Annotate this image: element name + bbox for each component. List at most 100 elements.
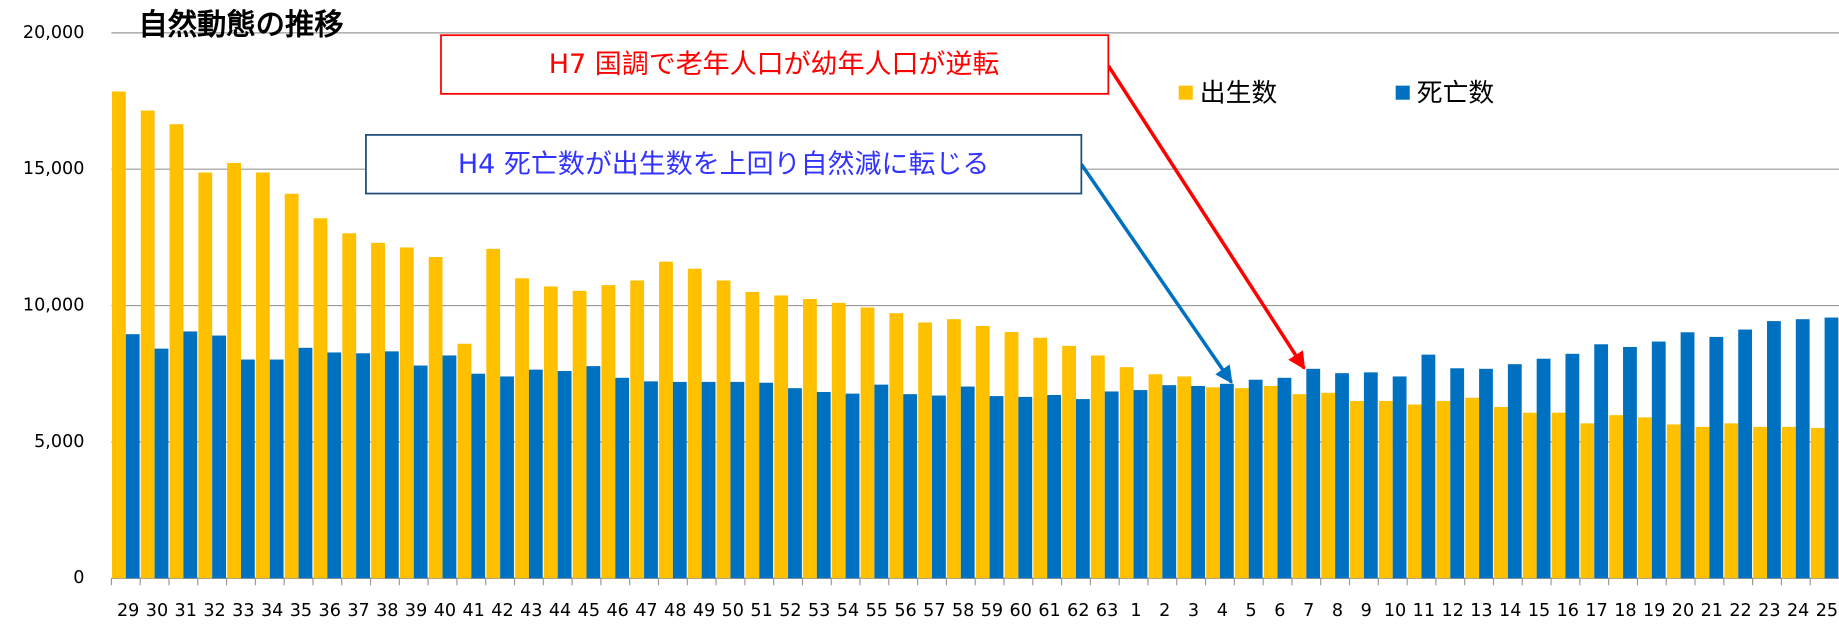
- y-tick-label: 15,000: [23, 159, 85, 179]
- bar: [1104, 391, 1119, 579]
- bar: [1753, 426, 1768, 579]
- bars: [112, 91, 1839, 579]
- bar: [1047, 394, 1062, 579]
- bar: [1738, 329, 1753, 579]
- bar: [1263, 385, 1278, 579]
- bar: [1551, 412, 1566, 579]
- chart-title: 自然動態の推移: [138, 7, 343, 41]
- bar: [471, 373, 486, 579]
- bar: [1680, 332, 1695, 579]
- bar: [428, 257, 443, 579]
- x-tick-label: 4: [1217, 601, 1228, 621]
- bar: [960, 386, 975, 579]
- bar: [1479, 368, 1493, 579]
- bar: [687, 268, 702, 579]
- bar: [989, 396, 1004, 579]
- annotation: H4 死亡数が出生数を上回り自然減に転じる: [458, 149, 989, 180]
- bar: [1450, 368, 1465, 579]
- x-tick-label: 21: [1701, 601, 1723, 621]
- x-tick-label: 44: [549, 601, 571, 621]
- x-tick-label: 23: [1758, 601, 1780, 621]
- bar: [399, 247, 414, 579]
- x-tick-label: 53: [808, 601, 830, 621]
- x-tick-label: 34: [261, 601, 283, 621]
- x-tick-label: 47: [635, 601, 657, 621]
- x-tick-label: 59: [981, 601, 1003, 621]
- x-tick-label: 14: [1499, 601, 1521, 621]
- bar: [1824, 317, 1839, 579]
- bar: [1292, 394, 1307, 579]
- x-tick-label: 45: [578, 601, 600, 621]
- bar: [1651, 341, 1666, 579]
- arrow: [1079, 163, 1233, 384]
- y-tick-label: 10,000: [23, 296, 85, 316]
- arrow: [1106, 64, 1306, 370]
- bar: [586, 366, 601, 579]
- bar: [932, 395, 946, 579]
- bar: [1609, 415, 1624, 579]
- bar: [557, 370, 572, 579]
- x-tick-label: 15: [1528, 601, 1550, 621]
- bar: [371, 242, 385, 579]
- bar: [845, 393, 860, 579]
- bar: [1782, 426, 1796, 579]
- y-tick-label: 0: [73, 568, 84, 588]
- bar: [413, 365, 428, 579]
- x-tick-label: 6: [1274, 601, 1285, 621]
- legend-label: 出生数: [1200, 78, 1278, 108]
- legend-swatch: [1395, 85, 1410, 100]
- bar: [1494, 406, 1508, 579]
- bar: [716, 280, 731, 579]
- bar: [1335, 373, 1349, 579]
- bar: [831, 302, 846, 579]
- bar: [874, 384, 889, 579]
- x-tick-label: 7: [1303, 601, 1314, 621]
- bar: [659, 261, 673, 579]
- bar: [1536, 358, 1551, 579]
- bar: [1421, 354, 1436, 579]
- x-tick-label: 29: [117, 601, 139, 621]
- bar: [1162, 385, 1177, 579]
- bar: [500, 376, 514, 579]
- x-tick-label: 36: [319, 601, 341, 621]
- annotation: H7 国調で老年人口が幼年人口が逆転: [549, 49, 1000, 80]
- bar: [240, 359, 255, 579]
- bar: [327, 352, 342, 579]
- x-tick-label: 60: [1010, 601, 1032, 621]
- x-tick-label: 62: [1067, 601, 1089, 621]
- bar: [1378, 400, 1393, 579]
- bar: [384, 351, 399, 579]
- bar: [227, 162, 241, 579]
- bar: [1321, 392, 1336, 579]
- x-tick-label: 61: [1038, 601, 1060, 621]
- bar: [918, 322, 933, 579]
- bar: [816, 391, 831, 579]
- x-tick-label: 24: [1787, 601, 1809, 621]
- bar: [1522, 412, 1537, 579]
- bar: [212, 335, 227, 579]
- x-tick-label: 57: [923, 601, 945, 621]
- x-tick-label: 56: [894, 601, 916, 621]
- x-tick-label: 11: [1413, 601, 1435, 621]
- bar: [1392, 376, 1407, 579]
- bar: [342, 233, 357, 579]
- bar: [1724, 423, 1739, 579]
- x-tick-label: 3: [1188, 601, 1199, 621]
- bar: [112, 91, 126, 579]
- bar: [701, 381, 716, 579]
- x-tick-label: 16: [1557, 601, 1579, 621]
- x-tick-label: 35: [290, 601, 312, 621]
- bar: [1062, 345, 1076, 579]
- bar: [1119, 367, 1134, 579]
- bar: [1248, 379, 1263, 579]
- x-tick-label: 30: [146, 601, 168, 621]
- bar: [1033, 337, 1048, 579]
- bar: [947, 319, 961, 579]
- x-tick-label: 20: [1672, 601, 1694, 621]
- bar: [630, 280, 645, 579]
- bar: [1436, 400, 1451, 579]
- bar: [1767, 321, 1781, 579]
- bar: [860, 307, 875, 579]
- bar: [644, 381, 658, 579]
